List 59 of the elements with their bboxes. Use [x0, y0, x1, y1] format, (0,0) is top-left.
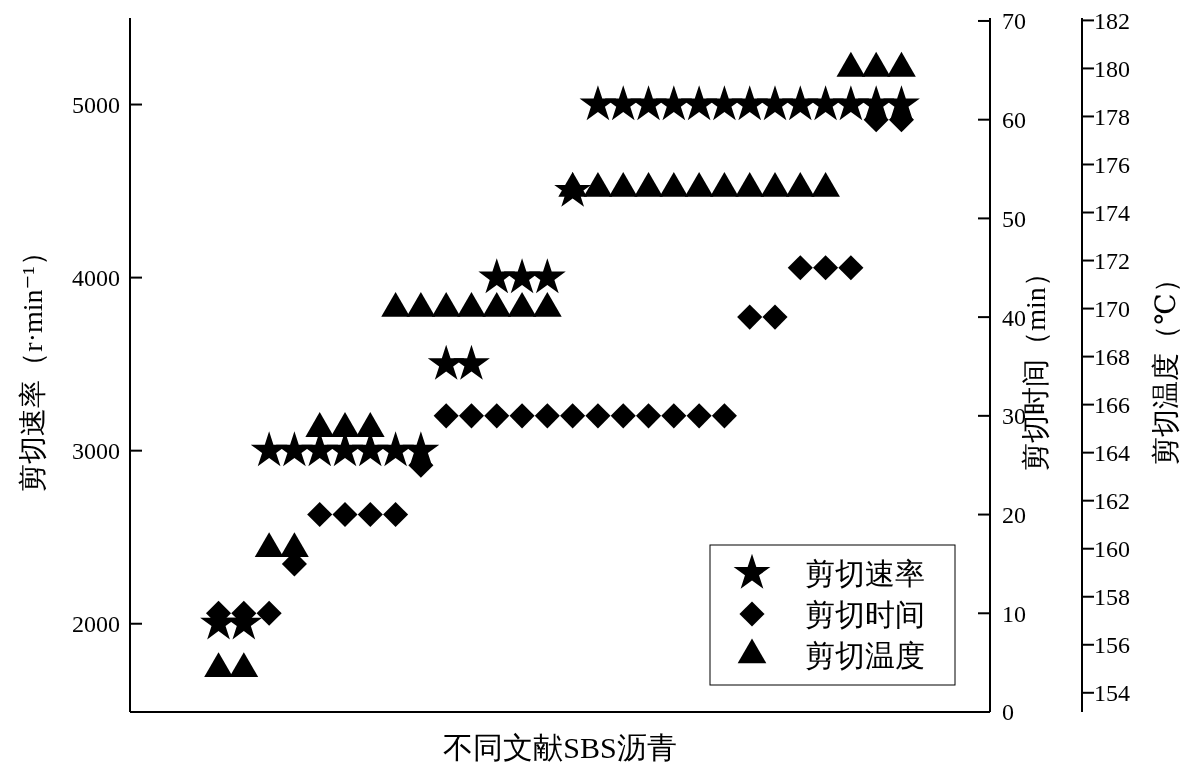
point [635, 403, 662, 429]
point [661, 403, 687, 429]
y3-tick-label: 162 [1094, 488, 1130, 515]
point [256, 600, 282, 626]
y3-tick-label: 164 [1094, 440, 1130, 467]
point [383, 502, 409, 528]
y3-tick-label: 176 [1094, 151, 1130, 178]
point [610, 403, 636, 429]
point [307, 502, 333, 528]
point [711, 403, 737, 429]
point [458, 403, 485, 429]
legend-label: 剪切温度 [805, 638, 925, 672]
y-tick-label: 2000 [72, 611, 120, 638]
y-axis-title: 剪切速率（r·min⁻¹） [17, 238, 48, 492]
y3-tick-label: 174 [1094, 199, 1130, 226]
y3-tick-label: 168 [1094, 344, 1130, 370]
point [787, 255, 813, 281]
point [585, 403, 611, 429]
y3-tick-label: 166 [1094, 392, 1130, 419]
y3-axis-title: 剪切温度（℃） [1150, 265, 1181, 465]
y3-tick-label: 180 [1094, 55, 1130, 82]
point [737, 304, 763, 330]
y3-tick-label: 154 [1094, 680, 1130, 707]
y2-tick-label: 20 [1002, 501, 1026, 528]
y3-tick-label: 158 [1094, 584, 1130, 611]
point [883, 85, 920, 121]
legend-label: 剪切速率 [805, 556, 925, 590]
y3-tick-label: 182 [1094, 7, 1130, 34]
point [528, 258, 566, 294]
y2-tick-label: 10 [1002, 600, 1026, 627]
point [433, 403, 459, 429]
point [560, 403, 586, 429]
point [453, 344, 490, 380]
point [534, 403, 560, 429]
point [813, 255, 839, 281]
point [762, 304, 788, 330]
y-tick-label: 4000 [72, 265, 120, 291]
y2-tick-label: 50 [1002, 205, 1026, 232]
point [554, 171, 592, 207]
point [484, 403, 510, 429]
y-tick-label: 3000 [72, 438, 120, 465]
y2-tick-label: 0 [1002, 699, 1014, 726]
y3-tick-label: 178 [1094, 103, 1130, 130]
y2-tick-label: 60 [1002, 107, 1026, 134]
y3-tick-label: 172 [1094, 247, 1130, 274]
point [509, 403, 535, 429]
point [838, 255, 864, 281]
point [686, 403, 712, 429]
y2-tick-label: 40 [1002, 304, 1026, 331]
point [357, 502, 383, 528]
y2-tick-label: 70 [1002, 8, 1026, 35]
y3-tick-label: 156 [1094, 632, 1130, 659]
y-tick-label: 5000 [72, 91, 120, 118]
point [402, 431, 440, 467]
x-axis-title: 不同文献SBS沥青 [443, 731, 677, 764]
point [332, 502, 358, 528]
y3-tick-label: 160 [1094, 536, 1130, 563]
y3-tick-label: 170 [1094, 295, 1130, 322]
legend-label: 剪切时间 [805, 597, 925, 631]
